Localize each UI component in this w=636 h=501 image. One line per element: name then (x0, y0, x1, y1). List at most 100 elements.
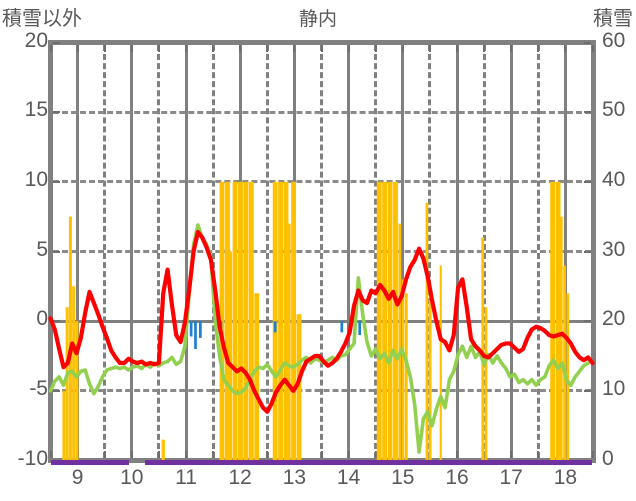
bar (398, 223, 402, 461)
bar (358, 321, 362, 336)
x-tickmark (374, 451, 377, 458)
x-tickmark (537, 451, 540, 458)
x-tickmark (428, 45, 431, 52)
x-tickmark (591, 45, 594, 52)
horizontal-gridline (53, 180, 591, 184)
right-axis-title: 積雪 (593, 8, 633, 30)
bar (283, 181, 289, 461)
x-tickmark (564, 45, 567, 52)
x-axis-tick-label: 11 (175, 466, 197, 489)
page-title: 静内 (298, 9, 337, 30)
y-tickmark-right (584, 41, 591, 44)
x-tickmark (320, 45, 323, 52)
bar (387, 181, 393, 461)
y-axis-left-tick-label: 5 (36, 237, 48, 261)
x-tickmark (483, 45, 486, 52)
bar (65, 307, 69, 461)
horizontal-gridline (53, 250, 591, 253)
snow-baseline-segment (50, 459, 130, 465)
y-axis-right-tick-label: 20 (602, 307, 626, 331)
y-tickmark-left (53, 180, 60, 183)
bar (401, 279, 405, 461)
bar (225, 181, 230, 461)
y-axis-left-tick-label: 20 (24, 28, 48, 52)
x-tickmark (591, 451, 594, 458)
x-tickmark (130, 451, 133, 458)
horizontal-gridline (53, 319, 591, 323)
y-axis-left-tick-label: 15 (24, 98, 48, 122)
y-axis-left-tick-label: -10 (17, 446, 48, 470)
red-temperature-line (48, 229, 595, 414)
bar (243, 181, 249, 461)
x-tickmark (347, 451, 350, 458)
y-tickmark-right (584, 389, 591, 392)
bar (189, 321, 193, 337)
x-tickmark (76, 45, 79, 52)
bar (238, 181, 243, 461)
y-tickmark-left (53, 111, 60, 114)
x-tickmark (537, 45, 540, 52)
bar (273, 321, 277, 333)
bar (68, 216, 72, 461)
x-axis-tick-label: 16 (445, 466, 469, 489)
x-axis-tick-label: 15 (391, 466, 415, 489)
bar (291, 181, 297, 461)
x-axis-tick-label: 13 (282, 466, 307, 489)
y-tickmark-left (53, 250, 60, 253)
x-tickmark (401, 45, 404, 52)
bar (376, 181, 382, 461)
y-tickmark-left (53, 41, 60, 44)
y-axis-right-tick-label: 10 (602, 376, 626, 400)
x-tickmark (347, 45, 350, 52)
left-axis-title: 積雪以外 (2, 8, 82, 30)
x-axis-tick-label: 9 (71, 466, 84, 489)
bar (555, 181, 561, 461)
y-tickmark-right (584, 111, 591, 114)
series-orange-bars (62, 181, 570, 461)
y-axis-left-tick-label: 10 (24, 167, 48, 191)
bar (254, 293, 260, 461)
x-tickmark (103, 451, 106, 458)
vertical-gridline-minor (49, 45, 52, 458)
bar (550, 181, 556, 461)
bar (62, 390, 66, 461)
x-tickmark (456, 451, 458, 458)
x-tickmark (212, 45, 215, 52)
y-tickmark-right (584, 180, 591, 183)
y-tickmark-left (53, 320, 60, 323)
x-tickmark (374, 45, 377, 52)
bar (481, 237, 485, 461)
x-tickmark (510, 45, 513, 52)
horizontal-gridline (53, 389, 591, 393)
bar (199, 321, 202, 338)
bar (393, 181, 398, 461)
bar (484, 307, 488, 461)
x-tickmark (456, 45, 458, 52)
x-tickmark (185, 451, 187, 458)
x-tickmark (103, 45, 106, 52)
vertical-gridline-minor (591, 45, 594, 458)
x-tickmark (212, 451, 215, 458)
x-tickmark (510, 451, 513, 458)
bar (161, 439, 165, 461)
x-axis-tick-label: 17 (499, 466, 523, 489)
x-axis-tick-label: 12 (228, 466, 252, 489)
x-tickmark (49, 45, 52, 52)
x-tickmark (320, 451, 323, 458)
x-axis-tick-label: 18 (553, 466, 578, 489)
bar (272, 181, 278, 461)
plot-frame-top (48, 40, 596, 45)
bar (566, 293, 570, 461)
x-tickmark (157, 45, 160, 52)
horizontal-gridline (53, 110, 591, 114)
y-axis-left-tick-label: 0 (36, 307, 48, 331)
bar (340, 321, 344, 333)
x-tickmark (185, 45, 187, 52)
x-tickmark (266, 451, 269, 458)
bar (232, 181, 238, 461)
bar (194, 321, 197, 350)
y-axis-left-tick-label: -5 (29, 376, 48, 400)
bar (404, 293, 408, 461)
bar (382, 181, 388, 461)
